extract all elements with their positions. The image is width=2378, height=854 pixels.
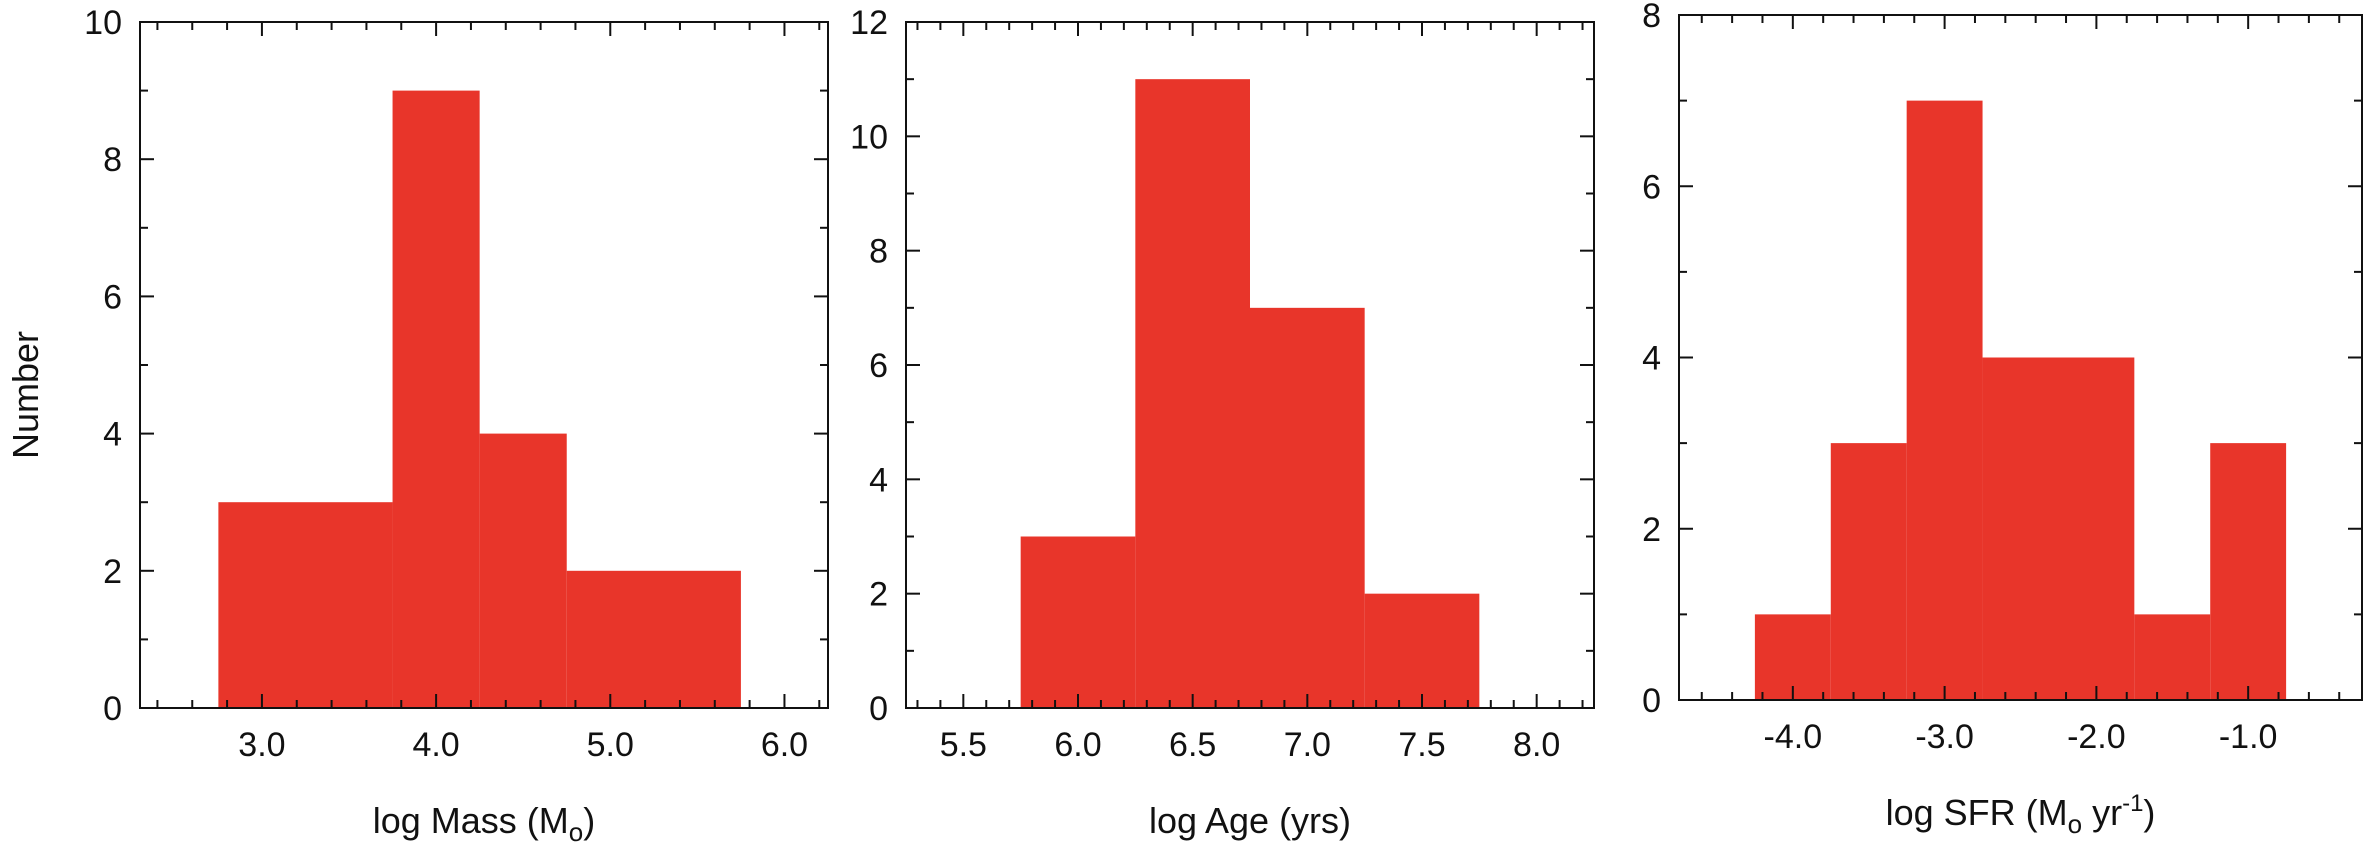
histogram-bar: [2210, 443, 2287, 700]
x-axis-label: log Mass (Mo): [373, 800, 596, 847]
y-tick-label: 10: [84, 4, 122, 42]
histogram-panel-3: -4.0 -3.0 -2.0 -1.0 0 2 4 6 8 log SFR (Mo yr-1): [1642, 0, 2363, 839]
x-tick-label: 6.0: [1054, 726, 1101, 764]
y-tick-label: 8: [103, 141, 122, 179]
y-tick-label: 12: [850, 4, 888, 42]
x-axis-label-end: ): [583, 800, 595, 841]
x-tick-label: 6.5: [1169, 726, 1216, 764]
histogram-bar: [2134, 614, 2211, 700]
x-axis-label-main: log Age (yrs): [1149, 800, 1351, 841]
histogram-bar: [1364, 593, 1480, 708]
histogram-panel-1: 3.0 4.0 5.0 6.0 0 2 4 6 8 10 log Mass (Mo): [84, 4, 829, 847]
histogram-panel-2: 5.5 6.0 6.5 7.0 7.5 8.0 0 2 4 6 8 10 12 log Age (yrs): [850, 4, 1595, 841]
y-tick-label: 2: [869, 576, 888, 614]
x-tick-label: -2.0: [2067, 718, 2126, 756]
y-tick-label: 6: [869, 347, 888, 385]
histogram-bar: [479, 433, 567, 708]
x-tick-label: 6.0: [761, 726, 808, 764]
histogram-bar: [1982, 357, 2135, 700]
x-tick-label: -1.0: [2219, 718, 2278, 756]
y-tick-label: 4: [103, 416, 122, 454]
y-tick-label: 2: [103, 553, 122, 591]
histogram-bar: [1250, 307, 1365, 708]
x-axis-label: log SFR (Mo yr-1): [1886, 790, 2156, 839]
histogram-bar: [1754, 614, 1831, 700]
y-tick-label: 8: [1642, 0, 1661, 35]
x-tick-label: 5.5: [940, 726, 987, 764]
x-axis-label-subscript: o: [569, 817, 583, 847]
y-tick-label: 4: [869, 461, 888, 499]
y-tick-label: 4: [1642, 340, 1661, 378]
y-tick-label: 0: [869, 690, 888, 728]
histogram-bar: [392, 90, 480, 709]
x-axis-label-superscript: -1: [2122, 790, 2143, 817]
x-tick-label: 3.0: [238, 726, 285, 764]
y-tick-label: 0: [1642, 682, 1661, 720]
histogram-bar: [1906, 100, 1983, 700]
y-tick-label: 2: [1642, 511, 1661, 549]
x-tick-label: 4.0: [412, 726, 459, 764]
x-axis-label-main: log SFR (M: [1886, 792, 2068, 833]
y-tick-label: 6: [1642, 168, 1661, 206]
y-tick-label: 0: [103, 690, 122, 728]
x-tick-label: 5.0: [587, 726, 634, 764]
y-tick-label: 6: [103, 278, 122, 316]
histogram-bar: [218, 502, 393, 708]
x-tick-label: -4.0: [1764, 718, 1823, 756]
y-tick-label: 10: [850, 118, 888, 156]
histogram-bar: [1830, 443, 1907, 700]
x-axis-label: log Age (yrs): [1149, 800, 1351, 841]
histogram-bar: [1135, 79, 1250, 708]
x-axis-label-main: log Mass (M: [373, 800, 569, 841]
y-tick-label: 8: [869, 233, 888, 271]
histogram-bar: [566, 570, 741, 708]
x-tick-label: -3.0: [1915, 718, 1974, 756]
x-tick-label: 8.0: [1513, 726, 1560, 764]
histogram-bar: [1020, 536, 1136, 708]
x-axis-label-close: ): [2143, 792, 2155, 833]
x-tick-label: 7.0: [1284, 726, 1331, 764]
y-axis-label: Number: [5, 331, 46, 459]
x-tick-label: 7.5: [1398, 726, 1445, 764]
x-axis-label-end: yr: [2082, 792, 2122, 833]
x-axis-label-subscript: o: [2068, 809, 2082, 839]
